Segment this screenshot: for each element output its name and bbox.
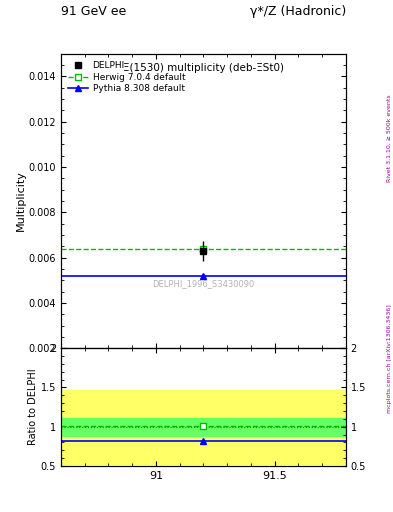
Text: 91 GeV ee: 91 GeV ee (61, 5, 126, 18)
Bar (61, 418, 346, 436)
Text: mcplots.cern.ch [arXiv:1306.3436]: mcplots.cern.ch [arXiv:1306.3436] (387, 304, 392, 413)
Legend: DELPHI, Herwig 7.0.4 default, Pythia 8.308 default: DELPHI, Herwig 7.0.4 default, Pythia 8.3… (65, 58, 188, 96)
Text: γ*/Z (Hadronic): γ*/Z (Hadronic) (250, 5, 346, 18)
Text: Rivet 3.1.10, ≥ 500k events: Rivet 3.1.10, ≥ 500k events (387, 94, 392, 182)
Y-axis label: Ratio to DELPHI: Ratio to DELPHI (28, 369, 38, 445)
Bar (61, 390, 346, 463)
Y-axis label: Multiplicity: Multiplicity (16, 170, 26, 231)
Text: DELPHI_1996_S3430090: DELPHI_1996_S3430090 (152, 279, 255, 288)
Text: Ξ(1530) multiplicity (deb-ΞSt0): Ξ(1530) multiplicity (deb-ΞSt0) (123, 62, 284, 73)
